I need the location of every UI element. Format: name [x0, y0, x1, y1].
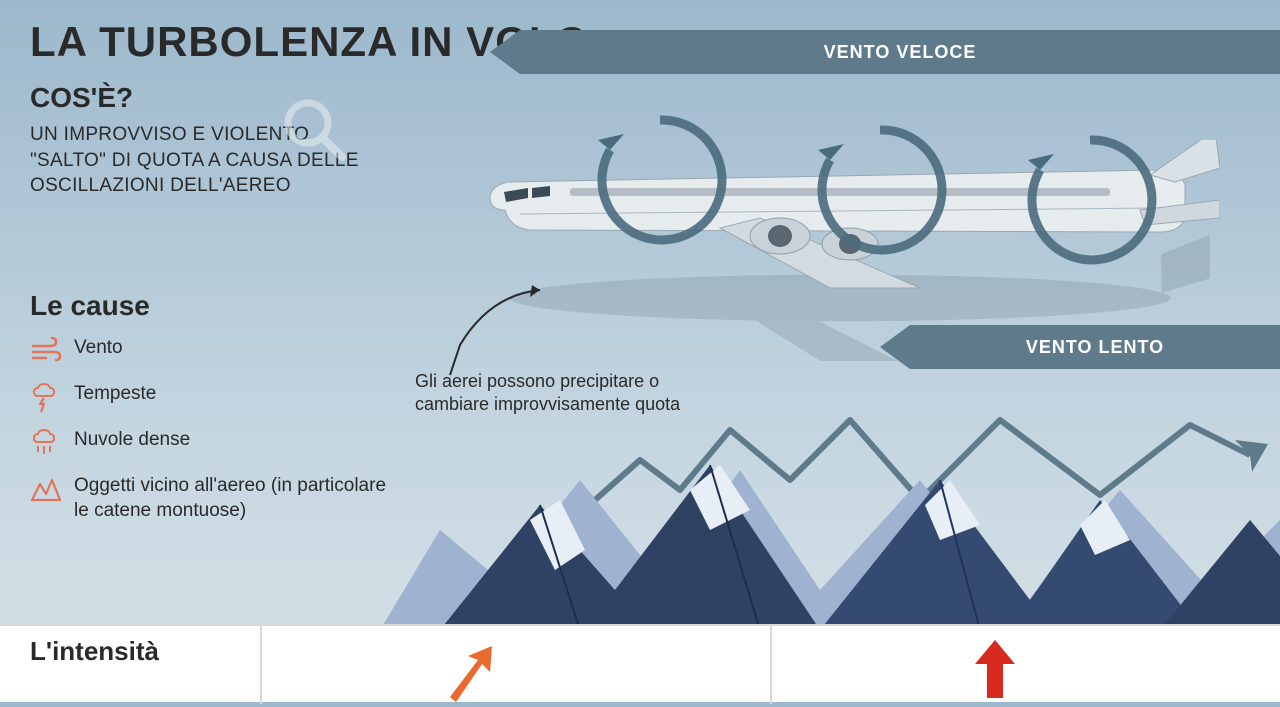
intensity-section: L'intensità	[0, 624, 1280, 702]
causes-section: Le cause Vento Tempeste Nuvole dense Ogg…	[30, 290, 390, 537]
cause-item: Tempeste	[30, 382, 390, 414]
cause-label: Tempeste	[74, 382, 156, 407]
divider	[770, 626, 772, 704]
clouds-icon	[30, 428, 62, 460]
mountain-icon	[30, 474, 62, 506]
vortex-icon	[1010, 120, 1170, 280]
intensity-heading: L'intensità	[30, 636, 159, 667]
cause-label: Oggetti vicino all'aereo (in particolare…	[74, 474, 390, 523]
vortex-icon	[580, 100, 740, 260]
orange-arrow-icon	[440, 642, 500, 707]
cause-label: Vento	[74, 336, 123, 361]
divider	[260, 626, 262, 704]
wind-fast-label: VENTO VELOCE	[824, 42, 977, 63]
wind-fast-bar: VENTO VELOCE	[520, 30, 1280, 74]
vortex-icon	[800, 110, 960, 270]
red-arrow-icon	[965, 636, 1025, 701]
magnifier-icon	[280, 95, 350, 165]
cause-item: Oggetti vicino all'aereo (in particolare…	[30, 474, 390, 523]
causes-heading: Le cause	[30, 290, 390, 322]
airplane-diagram	[460, 110, 1250, 330]
mountains-illustration	[380, 410, 1280, 630]
wind-icon	[30, 336, 62, 368]
cause-item: Vento	[30, 336, 390, 368]
cause-item: Nuvole dense	[30, 428, 390, 460]
storm-icon	[30, 382, 62, 414]
cause-label: Nuvole dense	[74, 428, 190, 453]
arrowhead-icon	[490, 30, 520, 74]
